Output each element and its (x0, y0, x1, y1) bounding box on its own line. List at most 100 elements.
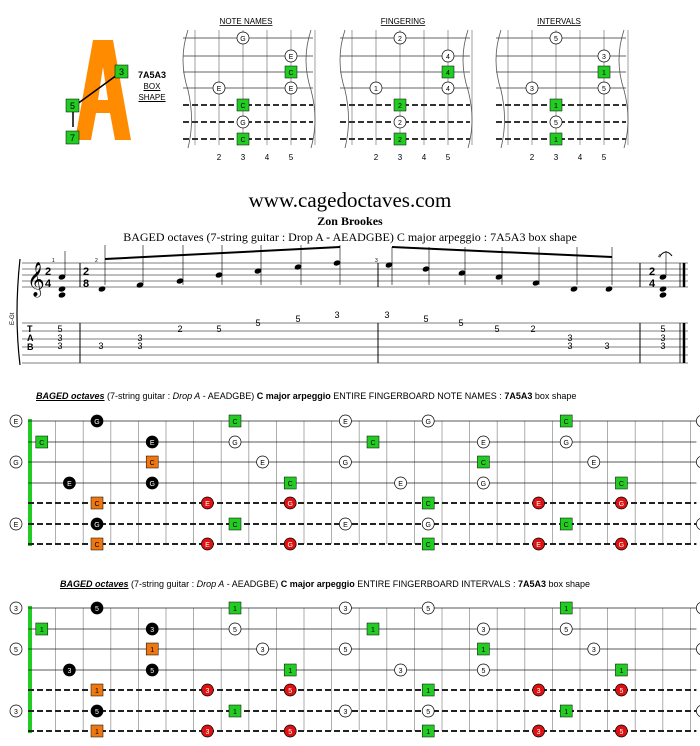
staff-note (58, 274, 66, 280)
diagram-dot (597, 49, 611, 63)
svg-text:1: 1 (52, 258, 55, 264)
svg-text:1: 1 (564, 606, 568, 613)
svg-text:G: G (425, 419, 430, 426)
tab-number: 3 (567, 333, 572, 343)
svg-text:5: 5 (233, 627, 237, 634)
tab-number: 3 (384, 310, 389, 320)
board-square (228, 517, 242, 531)
board-dot (421, 601, 435, 615)
board-dot (339, 704, 352, 718)
tab-number: 5 (295, 314, 300, 324)
svg-text:1: 1 (426, 688, 430, 695)
svg-text:A: A (27, 333, 34, 343)
tab-number: 5 (494, 324, 499, 334)
board-dot (145, 622, 159, 636)
board-square (90, 537, 104, 551)
svg-text:E: E (205, 501, 210, 508)
board-dot (256, 642, 269, 656)
diagram-dot (441, 49, 455, 63)
diagram-square (236, 132, 250, 146)
svg-text:C: C (240, 103, 245, 110)
svg-text:C: C (288, 481, 293, 488)
svg-text:1: 1 (619, 668, 623, 675)
staff-note (659, 292, 667, 298)
svg-text:5: 5 (602, 86, 606, 93)
board-dot (615, 496, 628, 510)
board-dot (587, 455, 601, 469)
tab-number: 3 (660, 333, 665, 343)
svg-text:1: 1 (564, 709, 568, 716)
small-fret-number: 4 (265, 153, 270, 162)
diagram-title: NOTE NAMES (220, 17, 273, 26)
svg-text:4: 4 (446, 54, 450, 61)
board-dot (559, 435, 573, 449)
staff-note (605, 286, 613, 292)
diagram-title: INTERVALS (537, 17, 581, 26)
tab-number: 3 (334, 310, 339, 320)
diagram-title: FINGERING (381, 17, 425, 26)
diagram-dot (597, 81, 611, 95)
board-dot (90, 704, 104, 718)
board-dot (532, 724, 545, 738)
tab-number: 3 (98, 341, 103, 351)
svg-text:G: G (619, 542, 624, 549)
board-dot (339, 642, 352, 656)
svg-text:3: 3 (481, 627, 485, 634)
svg-text:G: G (94, 522, 99, 529)
svg-text:E: E (217, 86, 222, 93)
svg-text:5: 5 (150, 668, 154, 675)
diagram-square (236, 98, 250, 112)
diagram-dot (369, 81, 383, 95)
board-dot (228, 622, 242, 636)
svg-text:C: C (94, 542, 99, 549)
board-square (228, 704, 242, 718)
svg-text:G: G (232, 440, 237, 447)
svg-text:G: G (287, 542, 292, 549)
marker-5 (65, 98, 80, 113)
diagram-dot (549, 31, 563, 45)
diagram-square (441, 65, 455, 79)
board-dot (421, 414, 435, 428)
diagram-dot (525, 81, 539, 95)
svg-text:3: 3 (537, 729, 541, 736)
svg-text:3: 3 (205, 688, 209, 695)
svg-text:3: 3 (343, 606, 347, 613)
svg-text:E: E (67, 481, 72, 488)
svg-text:1: 1 (95, 729, 99, 736)
board-dot (532, 496, 545, 510)
board-dot (477, 476, 490, 490)
svg-text:C: C (232, 419, 237, 426)
svg-text:5: 5 (564, 627, 568, 634)
svg-text:C: C (94, 501, 99, 508)
svg-text:G: G (94, 419, 99, 426)
small-fret-number: 2 (374, 153, 379, 162)
staff-note (659, 286, 667, 292)
tab-number: 5 (423, 314, 428, 324)
svg-text:3: 3 (375, 258, 378, 264)
svg-text:C: C (564, 522, 569, 529)
svg-text:5: 5 (554, 36, 558, 43)
svg-text:G: G (481, 481, 486, 488)
site-title: www.cagedoctaves.com (248, 188, 452, 212)
small-fret-number: 2 (217, 153, 222, 162)
board-square (477, 455, 490, 469)
open-string-label: 3 (14, 606, 18, 613)
svg-text:5: 5 (288, 729, 292, 736)
open-string-label: 5 (14, 647, 18, 654)
diagram-square (549, 98, 563, 112)
small-fret-number: 3 (398, 153, 403, 162)
board-square (366, 622, 380, 636)
svg-text:2: 2 (398, 120, 402, 127)
tab-number: 3 (567, 341, 572, 351)
svg-text:8: 8 (83, 278, 89, 290)
board-dot (283, 537, 297, 551)
svg-text:5: 5 (619, 729, 623, 736)
svg-text:C: C (39, 440, 44, 447)
staff-note (98, 286, 106, 292)
board-square (615, 663, 628, 677)
small-fret-number: 3 (554, 153, 559, 162)
svg-text:C: C (426, 501, 431, 508)
board-dot (145, 435, 159, 449)
board-dot (145, 663, 159, 677)
